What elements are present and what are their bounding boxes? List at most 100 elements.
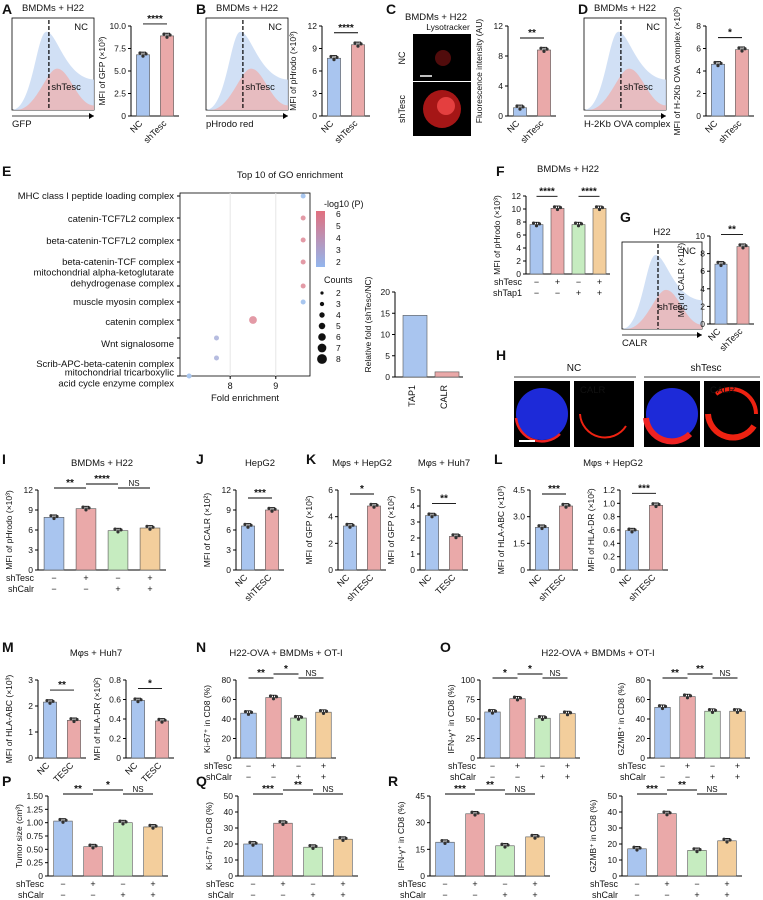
data-point: [268, 694, 273, 698]
data-point: [716, 260, 720, 264]
design-sign: +: [296, 772, 301, 782]
bar-0: [327, 57, 341, 117]
y-tick-label: 8: [700, 249, 705, 259]
design-sign: −: [271, 772, 276, 782]
data-point: [87, 506, 91, 510]
data-point: [657, 502, 661, 507]
stain-label: Lysotracker: [426, 22, 470, 32]
y-tick-label: 12: [222, 485, 232, 495]
panel-letter-N: N: [196, 639, 206, 655]
data-point: [744, 244, 748, 248]
data-point: [685, 696, 690, 700]
design-sign: −: [502, 879, 507, 889]
data-point: [356, 44, 360, 48]
sig-label: ****: [581, 186, 597, 197]
bar-1: [83, 846, 103, 877]
y-tick-label: 0: [228, 871, 233, 881]
chart-title: BMDMs + H22: [537, 164, 599, 175]
nucleus: [646, 388, 698, 440]
sig-label: **: [528, 28, 536, 39]
data-point: [446, 839, 450, 844]
y-tick-label: 2: [696, 89, 701, 99]
bar-3: [717, 840, 737, 877]
data-point: [695, 850, 699, 854]
bar-1: [265, 697, 282, 759]
legend-tick: 5: [336, 321, 341, 331]
data-point: [321, 711, 326, 715]
histogram-shtesc: [16, 68, 95, 110]
design-sign: +: [694, 890, 699, 900]
data-point: [665, 813, 669, 817]
histogram-series-label: NC: [268, 22, 282, 33]
data-point: [473, 813, 477, 817]
size-legend-dot: [318, 322, 326, 330]
design-sign: +: [150, 890, 155, 900]
bar-1: [265, 509, 279, 571]
y-tick-label: 1.00: [26, 818, 43, 828]
inset-bar: [434, 371, 460, 378]
size-legend-dot: [317, 343, 327, 353]
y-tick-label: 0: [520, 565, 525, 575]
axis-arrowhead: [283, 113, 288, 119]
x-tick-label: 9: [273, 381, 278, 391]
design-sign: +: [115, 584, 120, 594]
design-sign: +: [565, 761, 570, 771]
y-tick-label: 0: [612, 871, 617, 881]
legend-tick: 2: [336, 288, 341, 298]
data-point: [124, 820, 128, 824]
bar-0: [529, 224, 544, 275]
data-point: [145, 524, 149, 529]
design-sign: +: [321, 772, 326, 782]
sig-label: *: [528, 664, 532, 675]
data-point: [248, 840, 252, 845]
go-term-point: [300, 237, 306, 243]
y-tick-label: 20: [224, 839, 234, 849]
design-row-label: shCalr: [208, 890, 234, 900]
y-tick-label: 0.4: [109, 714, 121, 724]
histogram-shtesc: [210, 68, 288, 110]
y-axis-label: MFI of HLA-DR (×10²): [586, 488, 596, 572]
data-point: [353, 41, 357, 45]
data-point: [512, 695, 517, 699]
design-sign: +: [685, 761, 690, 771]
design-sign: +: [532, 890, 537, 900]
panel-letter-G: G: [620, 209, 631, 225]
design-sign: −: [710, 761, 715, 771]
y-tick-label: 40: [608, 807, 618, 817]
sig-label: **: [257, 668, 265, 679]
data-point: [113, 527, 117, 531]
data-point: [719, 263, 723, 268]
y-tick-label: 0.8: [109, 675, 121, 685]
y-tick-label: 30: [608, 823, 618, 833]
micrograph: [574, 381, 634, 447]
data-point: [75, 717, 79, 722]
data-point: [725, 840, 729, 844]
category-label: NC: [319, 118, 336, 135]
bar-2: [107, 530, 129, 571]
design-row-label: shTesc: [398, 879, 427, 889]
sig-label: *: [284, 664, 288, 675]
design-sign: −: [490, 761, 495, 771]
design-sign: −: [90, 890, 95, 900]
y-tick-label: 6: [28, 525, 33, 535]
data-point: [567, 503, 571, 507]
sig-label: NS: [305, 669, 316, 678]
bar-0: [53, 820, 73, 877]
y-tick-label: 10: [224, 855, 234, 865]
data-point: [138, 51, 142, 55]
y-tick-label: 25: [466, 734, 476, 744]
calr-rim: [643, 417, 693, 445]
data-point: [543, 524, 547, 529]
size-legend-dot: [318, 333, 326, 341]
y-tick-label: 10: [512, 204, 522, 214]
stain-label: CALR: [710, 385, 735, 396]
bar-0: [714, 263, 728, 325]
data-point: [311, 846, 315, 851]
y-tick-label: 5: [410, 485, 415, 495]
y-tick-label: 3: [28, 545, 33, 555]
chart-title: Top 10 of GO enrichment: [237, 170, 343, 181]
bar-1: [735, 49, 749, 117]
calr-signal: [705, 413, 757, 441]
